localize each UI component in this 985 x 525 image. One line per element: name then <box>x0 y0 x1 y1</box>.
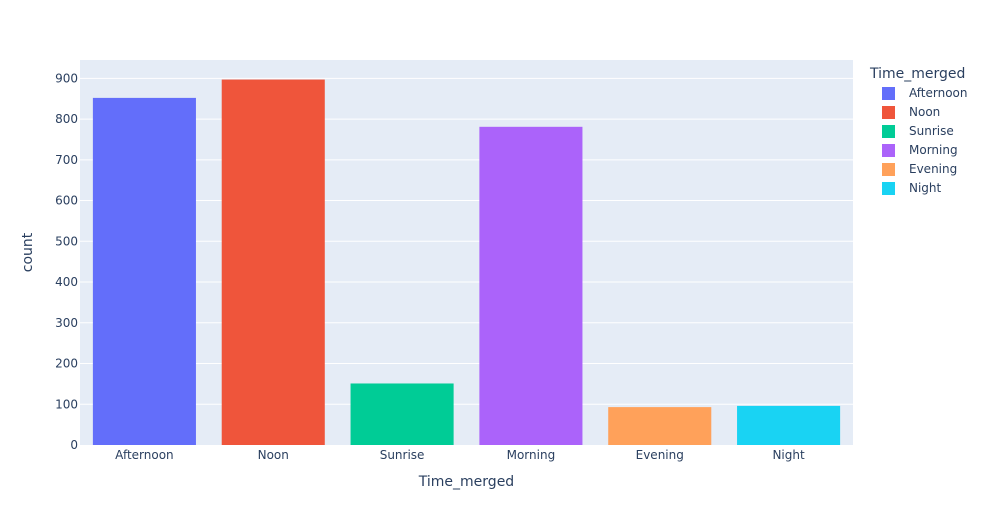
bar-night <box>737 405 841 445</box>
bar-afternoon <box>92 97 196 445</box>
y-tick-label: 600 <box>55 194 78 208</box>
legend-label: Night <box>909 181 942 195</box>
legend-item-afternoon[interactable]: Afternoon <box>882 86 968 100</box>
legend-swatch <box>882 87 895 100</box>
legend-item-noon[interactable]: Noon <box>882 105 940 119</box>
legend-item-night[interactable]: Night <box>882 181 942 195</box>
legend-swatch <box>882 144 895 157</box>
legend: Time_merged Afternoon Noon Sunrise Morning E… <box>869 66 968 195</box>
x-axis-ticks: Afternoon Noon Sunrise Morning Evening Night <box>115 448 805 462</box>
x-tick-label: Afternoon <box>115 448 174 462</box>
y-tick-label: 800 <box>55 112 78 126</box>
x-tick-label: Noon <box>258 448 289 462</box>
y-tick-label: 100 <box>55 397 78 411</box>
legend-item-morning[interactable]: Morning <box>882 143 958 157</box>
legend-item-sunrise[interactable]: Sunrise <box>882 124 954 138</box>
legend-swatch <box>882 106 895 119</box>
gridlines <box>80 77 853 405</box>
y-tick-label: 700 <box>55 153 78 167</box>
y-tick-label: 200 <box>55 357 78 371</box>
legend-swatch <box>882 125 895 138</box>
bar-noon <box>221 79 325 446</box>
legend-label: Evening <box>909 162 957 176</box>
y-axis-ticks: 0 100 200 300 400 500 600 700 800 900 <box>55 71 78 452</box>
y-tick-label: 300 <box>55 316 78 330</box>
y-tick-label: 500 <box>55 234 78 248</box>
legend-label: Morning <box>909 143 958 157</box>
legend-label: Noon <box>909 105 940 119</box>
y-tick-label: 900 <box>55 71 78 85</box>
legend-items: Afternoon Noon Sunrise Morning Evening Night <box>882 86 968 195</box>
legend-label: Sunrise <box>909 124 954 138</box>
bars <box>92 79 841 446</box>
bar-morning <box>479 126 583 445</box>
legend-swatch <box>882 182 895 195</box>
bar-evening <box>608 407 712 445</box>
legend-swatch <box>882 163 895 176</box>
x-axis-title: Time_merged <box>418 474 514 490</box>
x-tick-label: Night <box>772 448 805 462</box>
plot-area <box>80 60 853 445</box>
x-tick-label: Sunrise <box>380 448 425 462</box>
x-tick-label: Evening <box>636 448 684 462</box>
bar-sunrise <box>350 383 454 445</box>
y-tick-label: 0 <box>70 438 78 452</box>
legend-label: Afternoon <box>909 86 968 100</box>
legend-title: Time_merged <box>869 66 965 82</box>
y-tick-label: 400 <box>55 275 78 289</box>
y-axis-title: count <box>20 232 36 272</box>
x-tick-label: Morning <box>507 448 556 462</box>
legend-item-evening[interactable]: Evening <box>882 162 957 176</box>
